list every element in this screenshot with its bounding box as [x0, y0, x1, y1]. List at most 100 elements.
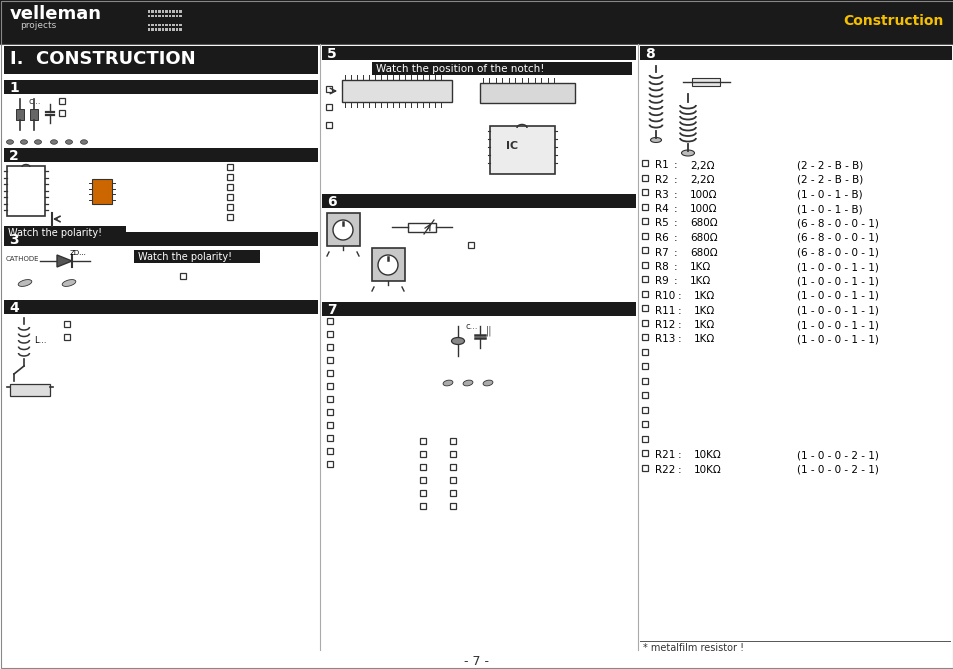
Bar — [419, 490, 426, 496]
Text: R8: R8 — [655, 262, 668, 272]
Bar — [479, 83, 575, 103]
Text: (6 - 8 - 0 - 0 - 1): (6 - 8 - 0 - 0 - 1) — [796, 219, 878, 229]
Text: 1: 1 — [9, 82, 19, 96]
Bar — [641, 421, 647, 427]
Bar — [641, 305, 647, 311]
Bar — [64, 334, 70, 340]
Bar — [641, 247, 647, 253]
Bar — [641, 320, 647, 326]
Ellipse shape — [34, 140, 42, 145]
Bar — [326, 104, 332, 110]
Bar — [327, 370, 333, 376]
Bar — [468, 242, 474, 248]
Ellipse shape — [451, 337, 464, 345]
Bar — [172, 10, 174, 13]
Bar — [91, 179, 112, 204]
Bar — [59, 110, 65, 116]
Bar — [64, 321, 70, 327]
Text: (1 - 0 - 0 - 2 - 1): (1 - 0 - 0 - 2 - 1) — [796, 465, 878, 475]
Text: 2,2Ω: 2,2Ω — [689, 161, 714, 171]
Bar — [419, 451, 426, 457]
Bar — [327, 318, 333, 324]
Bar — [326, 86, 332, 92]
Ellipse shape — [62, 280, 75, 286]
Text: ZD...: ZD... — [70, 250, 87, 256]
Text: :: : — [673, 248, 677, 258]
Text: :: : — [678, 450, 680, 460]
Bar — [341, 80, 452, 102]
Bar — [179, 23, 182, 26]
Bar — [179, 15, 182, 17]
Bar — [158, 15, 161, 17]
Bar — [322, 302, 636, 316]
Text: R5: R5 — [655, 219, 668, 229]
Bar — [175, 10, 178, 13]
Text: :: : — [678, 291, 680, 301]
Bar — [419, 503, 426, 509]
Bar — [641, 290, 647, 296]
Text: (1 - 0 - 0 - 1 - 1): (1 - 0 - 0 - 1 - 1) — [796, 334, 878, 345]
Bar — [4, 80, 317, 94]
Text: (1 - 0 - 0 - 1 - 1): (1 - 0 - 0 - 1 - 1) — [796, 276, 878, 286]
Ellipse shape — [442, 380, 453, 386]
Text: 2: 2 — [9, 149, 19, 163]
Bar — [169, 28, 172, 31]
Text: (1 - 0 - 1 - B): (1 - 0 - 1 - B) — [796, 189, 862, 199]
Ellipse shape — [7, 140, 13, 145]
Text: 1KΩ: 1KΩ — [689, 262, 711, 272]
Bar — [172, 28, 174, 31]
Bar — [162, 10, 164, 13]
Bar — [322, 46, 636, 60]
Bar — [148, 15, 151, 17]
Bar — [0, 0, 953, 44]
Text: IC: IC — [505, 141, 517, 151]
Bar — [179, 10, 182, 13]
Bar — [154, 28, 157, 31]
Text: c...: c... — [29, 97, 42, 106]
Bar — [450, 503, 456, 509]
Bar — [10, 384, 50, 396]
Bar — [641, 436, 647, 442]
Bar — [4, 232, 317, 246]
Bar — [154, 15, 157, 17]
Bar — [172, 23, 174, 26]
Text: 680Ω: 680Ω — [689, 248, 717, 258]
Bar — [641, 407, 647, 413]
Text: :: : — [678, 465, 680, 475]
Text: R4: R4 — [655, 204, 668, 214]
Bar — [419, 477, 426, 483]
Bar — [227, 174, 233, 180]
Bar — [4, 300, 317, 314]
Bar — [327, 357, 333, 363]
Bar — [327, 409, 333, 415]
Text: (1 - 0 - 1 - B): (1 - 0 - 1 - B) — [796, 204, 862, 214]
Text: 100Ω: 100Ω — [689, 189, 717, 199]
Bar — [326, 122, 332, 128]
Ellipse shape — [462, 380, 473, 386]
Text: (6 - 8 - 0 - 0 - 1): (6 - 8 - 0 - 0 - 1) — [796, 248, 878, 258]
Ellipse shape — [18, 280, 31, 286]
Text: R10: R10 — [655, 291, 675, 301]
Bar — [372, 248, 405, 281]
Bar — [227, 204, 233, 210]
Bar — [152, 23, 153, 26]
Text: Watch the polarity!: Watch the polarity! — [138, 252, 232, 262]
Text: (1 - 0 - 0 - 2 - 1): (1 - 0 - 0 - 2 - 1) — [796, 450, 878, 460]
Bar — [154, 10, 157, 13]
Bar — [16, 109, 24, 120]
Bar — [641, 262, 647, 268]
Bar — [419, 438, 426, 444]
Bar — [327, 422, 333, 428]
Bar — [327, 461, 333, 467]
Bar — [165, 15, 168, 17]
Bar — [327, 331, 333, 337]
Text: R6: R6 — [655, 233, 668, 243]
Text: :: : — [673, 204, 677, 214]
Bar — [641, 334, 647, 340]
Bar — [30, 109, 38, 120]
Ellipse shape — [482, 380, 493, 386]
Text: R1: R1 — [655, 161, 668, 171]
Bar — [154, 23, 157, 26]
Text: :: : — [673, 276, 677, 286]
Text: R3: R3 — [655, 189, 668, 199]
